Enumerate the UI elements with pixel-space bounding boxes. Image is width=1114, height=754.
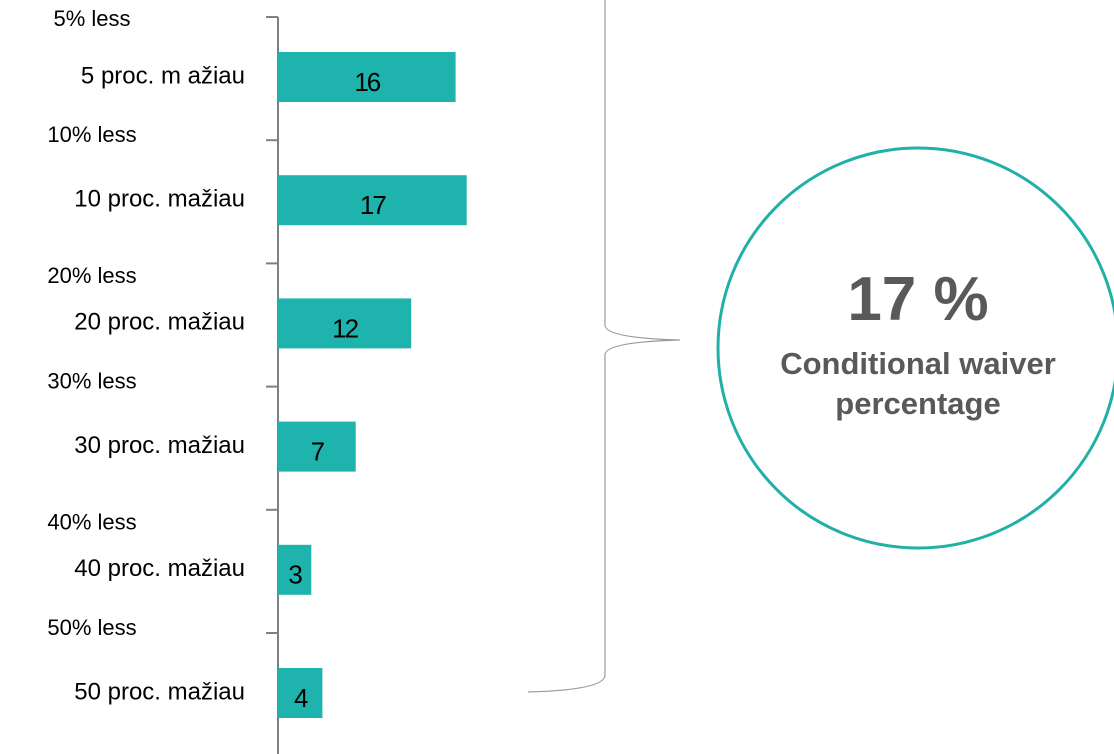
bar [278, 175, 467, 226]
bar [278, 668, 323, 718]
category-translation: 20% less [47, 263, 136, 288]
annotation-text: Conditional waiver percentage [780, 346, 1056, 421]
y-tick-label: 40 proc. mažiau [74, 555, 245, 582]
brace [527, 0, 681, 693]
bar [278, 298, 412, 349]
annotation-value: 17 % [847, 265, 989, 334]
category-translation: 5% less [53, 6, 130, 31]
y-tick-label: 10 proc. mažiau [74, 186, 245, 213]
y-tick-label: 20 proc. mažiau [74, 309, 245, 336]
annotation-circle [716, 146, 1114, 550]
y-tick-label: 30 proc. mažiau [74, 432, 245, 459]
bar [278, 52, 456, 102]
value-label: 16 [354, 67, 380, 97]
category-translation: 40% less [47, 510, 136, 535]
value-label: 17 [360, 190, 386, 220]
value-label: 4 [294, 683, 308, 713]
y-tick-label: 50 proc. mažiau [74, 678, 245, 705]
bar [278, 544, 312, 595]
category-translation: 30% less [47, 368, 136, 393]
bar [278, 421, 356, 472]
value-label: 7 [311, 436, 325, 466]
value-label: 3 [288, 560, 302, 590]
category-translation: 50% less [47, 615, 136, 640]
value-label: 12 [332, 313, 358, 343]
y-tick-label: 5 proc. m ažiau [81, 62, 245, 89]
category-translation: 10% less [47, 122, 136, 147]
